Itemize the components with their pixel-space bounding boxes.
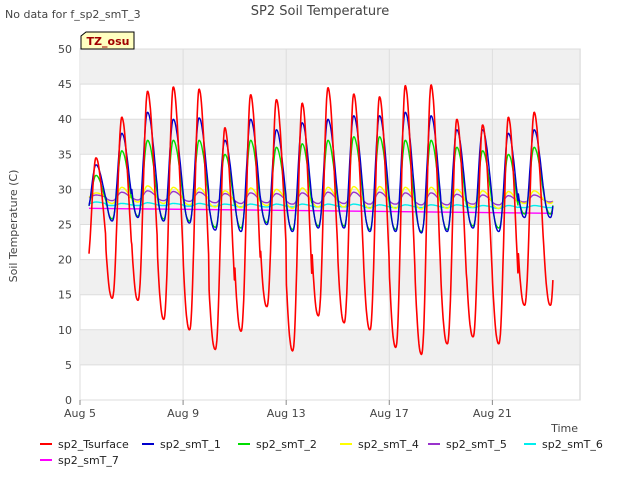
y-tick-label: 35 [58, 148, 72, 161]
x-tick-label: Aug 5 [64, 407, 96, 420]
gridlines [79, 48, 580, 401]
series-line-sp2_Tsurface [88, 84, 554, 356]
x-tick-label: Aug 21 [473, 407, 512, 420]
legend-label: sp2_Tsurface [58, 438, 129, 451]
legend-item-sp2_smT_2: sp2_smT_2 [238, 438, 317, 451]
tz-badge-box [80, 31, 135, 50]
legend-item-sp2_smT_6: sp2_smT_6 [524, 438, 603, 451]
legend-item-sp2_Tsurface: sp2_Tsurface [40, 438, 129, 451]
y-tick-label: 30 [58, 183, 72, 196]
series-line-sp2_smT_1 [88, 111, 554, 234]
y-tick-label: 10 [58, 324, 72, 337]
legend-label: sp2_smT_2 [256, 438, 317, 451]
legend-label: sp2_smT_7 [58, 454, 119, 467]
legend-item-sp2_smT_1: sp2_smT_1 [142, 438, 221, 451]
legend-label: sp2_smT_4 [358, 438, 419, 451]
y-axis-label: Soil Temperature (C) [7, 170, 20, 283]
x-axis-label: Time [550, 422, 578, 435]
y-tick-label: 5 [65, 359, 72, 372]
chart-title: SP2 Soil Temperature [251, 4, 389, 19]
legend-label: sp2_smT_1 [160, 438, 221, 451]
x-tick-label: Aug 13 [267, 407, 306, 420]
grid-band [81, 259, 579, 295]
legend-label: sp2_smT_6 [542, 438, 603, 451]
series-line-sp2_smT_5 [88, 190, 554, 206]
x-tick-label: Aug 17 [370, 407, 409, 420]
x-axis-ticks: Aug 5 Aug 9 Aug 13 Aug 17 Aug 21 [64, 400, 512, 420]
tz-badge: TZ_osu [80, 31, 135, 50]
series-lines [88, 84, 554, 356]
y-tick-label: 45 [58, 78, 72, 91]
y-tick-label: 15 [58, 289, 72, 302]
no-data-note: No data for f_sp2_smT_3 [5, 8, 141, 21]
legend-label: sp2_smT_5 [446, 438, 507, 451]
y-tick-label: 0 [65, 394, 72, 407]
y-tick-label: 20 [58, 254, 72, 267]
grid-band [81, 329, 579, 365]
x-tick-label: Aug 9 [167, 407, 199, 420]
y-tick-label: 40 [58, 113, 72, 126]
y-tick-label: 25 [58, 219, 72, 232]
legend-item-sp2_smT_5: sp2_smT_5 [428, 438, 507, 451]
grid-band [81, 49, 579, 85]
legend: sp2_Tsurface sp2_smT_1 sp2_smT_2 sp2_smT_4 s… [40, 438, 603, 467]
y-tick-label: 50 [58, 43, 72, 56]
y-axis-ticks: 0 5 10 15 20 25 30 35 40 45 50 [58, 43, 72, 407]
tz-badge-label: TZ_osu [87, 35, 130, 48]
legend-item-sp2_smT_4: sp2_smT_4 [340, 438, 419, 451]
legend-item-sp2_smT_7: sp2_smT_7 [40, 454, 119, 467]
